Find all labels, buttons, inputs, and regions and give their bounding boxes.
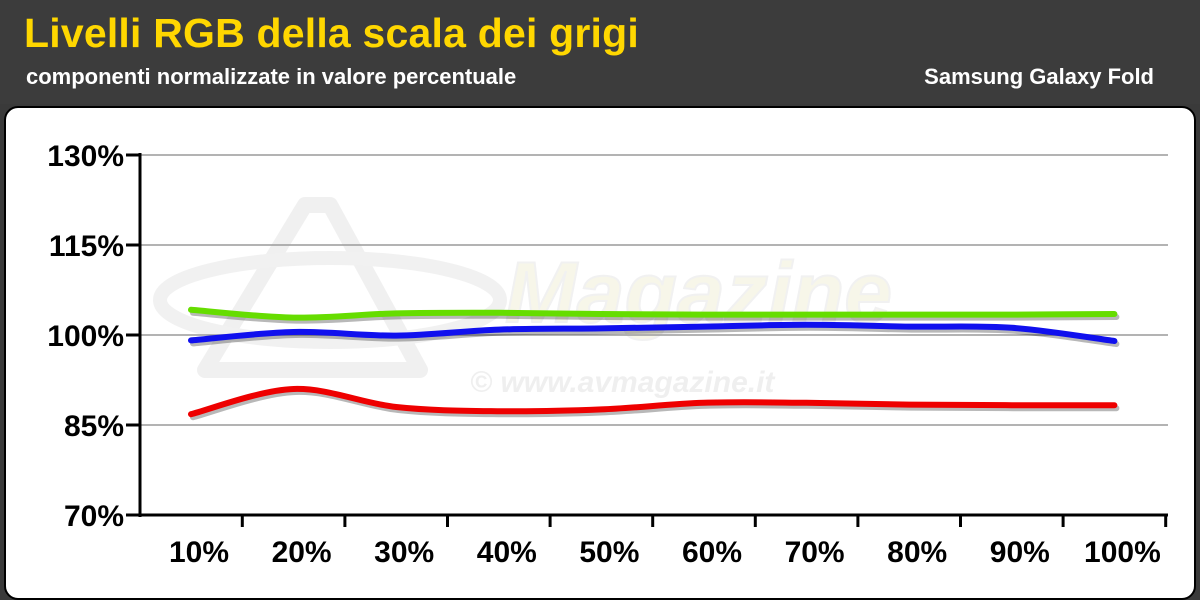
series-shadow bbox=[190, 309, 1120, 324]
x-axis-labels: 10% 20% 30% 40% 50% 60% 70% 80% 90% 100% bbox=[169, 536, 1161, 569]
chart-title: Livelli RGB della scala dei grigi bbox=[24, 10, 639, 56]
x-tick-label: 90% bbox=[990, 536, 1050, 569]
x-tick-label: 20% bbox=[272, 536, 332, 569]
y-tick-label: 85% bbox=[64, 410, 124, 443]
y-tick-label: 130% bbox=[47, 140, 124, 173]
y-tick-label: 115% bbox=[49, 230, 124, 263]
x-tick-label: 10% bbox=[169, 536, 229, 569]
chart-subtitle: componenti normalizzate in valore percen… bbox=[26, 64, 517, 89]
axes bbox=[126, 153, 1168, 527]
x-tick-label: 50% bbox=[579, 536, 639, 569]
watermark-logo: Magazine © www.avmagazine.it bbox=[153, 197, 893, 399]
series-line bbox=[188, 306, 1118, 321]
series-line bbox=[188, 385, 1118, 418]
y-axis-labels: 70% 85% 100% 115% 130% bbox=[47, 140, 124, 533]
y-tick-label: 70% bbox=[64, 500, 124, 533]
x-tick-label: 100% bbox=[1084, 536, 1161, 569]
series-lines bbox=[188, 306, 1120, 421]
x-tick-label: 80% bbox=[887, 536, 947, 569]
y-tick-label: 100% bbox=[47, 320, 124, 353]
chart-header: Livelli RGB della scala dei grigi compon… bbox=[0, 0, 1200, 104]
series-line bbox=[188, 321, 1118, 344]
x-tick-label: 60% bbox=[682, 536, 742, 569]
watermark-url: © www.avmagazine.it bbox=[470, 366, 776, 399]
x-tick-label: 70% bbox=[785, 536, 845, 569]
x-tick-label: 30% bbox=[374, 536, 434, 569]
device-name: Samsung Galaxy Fold bbox=[924, 64, 1154, 89]
x-tick-label: 40% bbox=[477, 536, 537, 569]
chart-panel bbox=[4, 106, 1196, 600]
